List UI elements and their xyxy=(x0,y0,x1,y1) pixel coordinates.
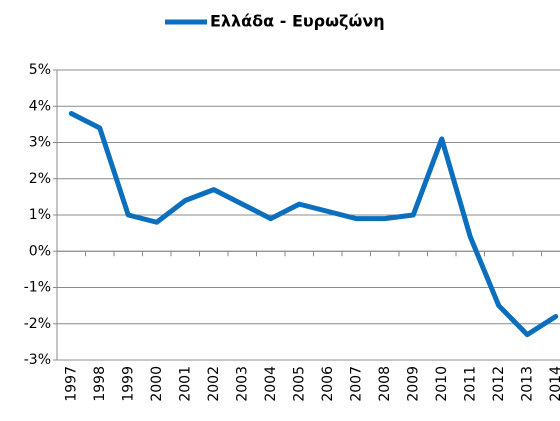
legend-label: Ελλάδα - Ευρωζώνη xyxy=(210,12,385,31)
x-tick-label: 2011 xyxy=(462,366,478,402)
x-tick-label: 2004 xyxy=(263,366,279,402)
x-tick-label: 2010 xyxy=(434,366,450,402)
y-tick-label: -3% xyxy=(24,352,51,368)
y-tick-label: 2% xyxy=(29,171,51,187)
x-tick-label: 2006 xyxy=(320,366,336,402)
x-tick-label: 1997 xyxy=(63,366,79,402)
x-tick-label: 2008 xyxy=(377,366,393,402)
y-tick-label: 3% xyxy=(29,135,51,151)
data-line xyxy=(68,111,559,338)
x-tick-label: 2009 xyxy=(405,366,421,402)
y-tick-label: 1% xyxy=(29,207,51,223)
x-tick-label: 2000 xyxy=(149,366,165,402)
x-tick-label: 1998 xyxy=(92,366,108,402)
x-tick-label: 2012 xyxy=(491,366,507,402)
x-tick-label: 2001 xyxy=(177,366,193,402)
y-tick-label: 0% xyxy=(29,243,51,259)
y-tick-label: -2% xyxy=(24,316,51,332)
y-tick-label: 5% xyxy=(29,62,51,78)
x-tick-label: 2002 xyxy=(206,366,222,402)
x-tick-label: 2005 xyxy=(291,366,307,402)
x-tick-label: 1999 xyxy=(120,366,136,402)
x-tick-label: 2007 xyxy=(348,366,364,402)
x-tick-label: 2013 xyxy=(519,366,535,402)
y-tick-label: -1% xyxy=(24,280,51,296)
y-tick-label: 4% xyxy=(29,98,51,114)
x-tick-label: 2014 xyxy=(548,366,560,402)
x-tick-label: 2003 xyxy=(234,366,250,402)
